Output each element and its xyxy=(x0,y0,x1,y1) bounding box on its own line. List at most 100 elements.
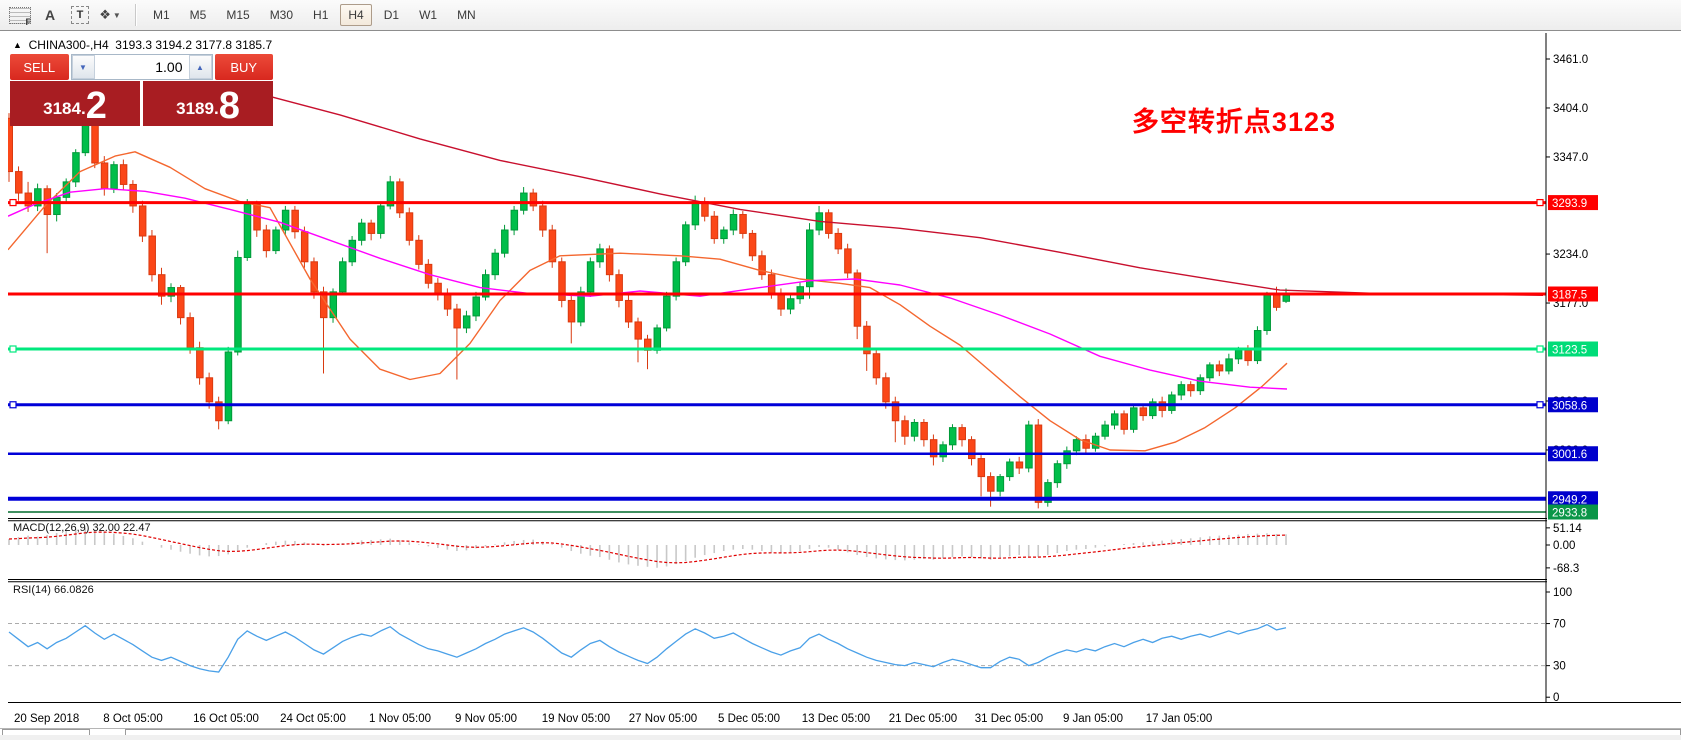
price-badge-text: 2933.8 xyxy=(1552,507,1587,519)
candle-body xyxy=(1263,293,1271,332)
sell-price-box[interactable]: 3184. 2 xyxy=(10,81,140,126)
candle-body xyxy=(72,152,80,183)
date-label[interactable]: 24 Oct 05:00 xyxy=(280,713,346,725)
candle-body xyxy=(1053,463,1062,484)
cursor-arrow-icon[interactable]: A xyxy=(44,7,56,23)
candle-body xyxy=(91,121,99,164)
candle-body xyxy=(720,229,728,240)
date-label[interactable]: 13 Dec 05:00 xyxy=(802,713,870,725)
price-badge-text: 3293.9 xyxy=(1552,198,1587,210)
candle-body xyxy=(920,421,928,441)
timeframe-mn[interactable]: MN xyxy=(457,8,476,22)
timeframe-w1[interactable]: W1 xyxy=(419,8,438,22)
candle-body xyxy=(1025,424,1033,469)
candle-body xyxy=(281,209,290,231)
candle-body xyxy=(234,256,242,353)
timeframe-m30[interactable]: M30 xyxy=(269,8,294,22)
sell-price-pips: 2 xyxy=(85,85,107,127)
macd-tick: 51.14 xyxy=(1553,523,1582,535)
candle-body xyxy=(262,229,271,252)
date-label[interactable]: 16 Oct 05:00 xyxy=(193,713,259,725)
candle-body xyxy=(405,212,414,241)
candle-body xyxy=(358,222,366,241)
date-label[interactable]: 1 Nov 05:00 xyxy=(369,713,431,725)
timeframe-m5[interactable]: M5 xyxy=(189,8,207,22)
volume-input[interactable] xyxy=(94,55,189,79)
timeframe-m15[interactable]: M15 xyxy=(226,8,250,22)
chevron-down-icon: ▼ xyxy=(112,10,121,20)
candle-body xyxy=(1044,482,1052,503)
candle-body xyxy=(1225,358,1233,372)
indicator-grid-icon[interactable]: F xyxy=(8,5,32,27)
candle-body xyxy=(501,229,509,254)
text-label-icon[interactable]: T xyxy=(68,5,92,25)
volume-increase-button[interactable]: ▲ xyxy=(188,55,212,79)
bottom-tab-stub[interactable] xyxy=(2,729,90,735)
candle-body xyxy=(34,188,42,207)
price-badge xyxy=(1548,195,1598,211)
date-label[interactable]: 21 Dec 05:00 xyxy=(889,713,957,725)
candle-body xyxy=(958,427,966,441)
price-badge-text: 3187.5 xyxy=(1552,290,1587,302)
candle-body xyxy=(291,209,299,233)
date-label[interactable]: 19 Nov 05:00 xyxy=(542,713,610,725)
date-label[interactable]: 17 Jan 05:00 xyxy=(1146,713,1213,725)
candle-body xyxy=(615,274,623,301)
rsi-tick: 100 xyxy=(1553,587,1572,599)
candle-body xyxy=(62,181,71,198)
candle-body xyxy=(129,183,137,207)
candle-body xyxy=(758,255,766,276)
candle-body xyxy=(863,325,871,355)
candle-body xyxy=(5,117,13,173)
candle-body xyxy=(901,420,909,437)
candle-body xyxy=(177,287,185,319)
rsi-tick: 0 xyxy=(1553,692,1559,704)
candle-body xyxy=(710,215,719,240)
candle-body xyxy=(367,222,376,234)
candle-body xyxy=(1082,439,1090,449)
candle-body xyxy=(1177,384,1186,396)
level-handle xyxy=(9,345,17,353)
collapse-triangle-icon[interactable]: ▲ xyxy=(13,40,22,50)
sell-button[interactable]: SELL xyxy=(10,54,69,80)
candle-body xyxy=(806,229,814,288)
rsi-tick: 30 xyxy=(1553,661,1566,673)
buy-button[interactable]: BUY xyxy=(214,54,273,80)
objects-icon[interactable]: ❖ ▼ xyxy=(98,5,122,25)
timeframe-h1[interactable]: H1 xyxy=(313,8,329,22)
timeframe-m1[interactable]: M1 xyxy=(153,8,170,22)
date-label[interactable]: 20 Sep 2018 xyxy=(14,713,79,725)
text-box-icon: T xyxy=(71,6,89,24)
timeframe-h4[interactable]: H4 xyxy=(340,4,372,26)
volume-decrease-button[interactable]: ▼ xyxy=(71,55,95,79)
timeframe-d1[interactable]: D1 xyxy=(383,8,400,22)
buy-price-box[interactable]: 3189. 8 xyxy=(143,81,273,126)
candle-body xyxy=(1015,461,1024,469)
date-label[interactable]: 27 Nov 05:00 xyxy=(629,713,697,725)
date-label[interactable]: 8 Oct 05:00 xyxy=(103,713,162,725)
rsi-line xyxy=(8,623,1287,673)
candle-body xyxy=(929,439,938,458)
level-handle xyxy=(9,198,17,207)
candle-body xyxy=(1120,413,1129,430)
date-label[interactable]: 9 Jan 05:00 xyxy=(1063,713,1123,725)
date-label[interactable]: 9 Nov 05:00 xyxy=(455,713,517,725)
date-label[interactable]: 31 Dec 05:00 xyxy=(975,713,1043,725)
candle-body xyxy=(415,239,423,265)
axis-backdrop xyxy=(1547,33,1681,702)
candle-body xyxy=(558,261,566,301)
price-badge xyxy=(1548,491,1598,507)
candle-body xyxy=(548,229,557,263)
date-label[interactable]: 5 Dec 05:00 xyxy=(718,713,780,725)
candle-body xyxy=(1072,439,1081,452)
candle-body xyxy=(996,476,1005,492)
candle-body xyxy=(196,347,204,379)
candle-body xyxy=(834,232,843,250)
price-badge-text: 3058.6 xyxy=(1552,400,1587,412)
toolbar-separator xyxy=(135,4,137,26)
symbol-name: CHINA300-,H4 xyxy=(28,38,109,52)
price-badge xyxy=(1548,286,1598,302)
candle-body xyxy=(672,261,681,297)
candle-body xyxy=(767,274,776,295)
chart-area[interactable]: 3461.03404.03347.03234.03177.03063.03006… xyxy=(5,33,1681,735)
